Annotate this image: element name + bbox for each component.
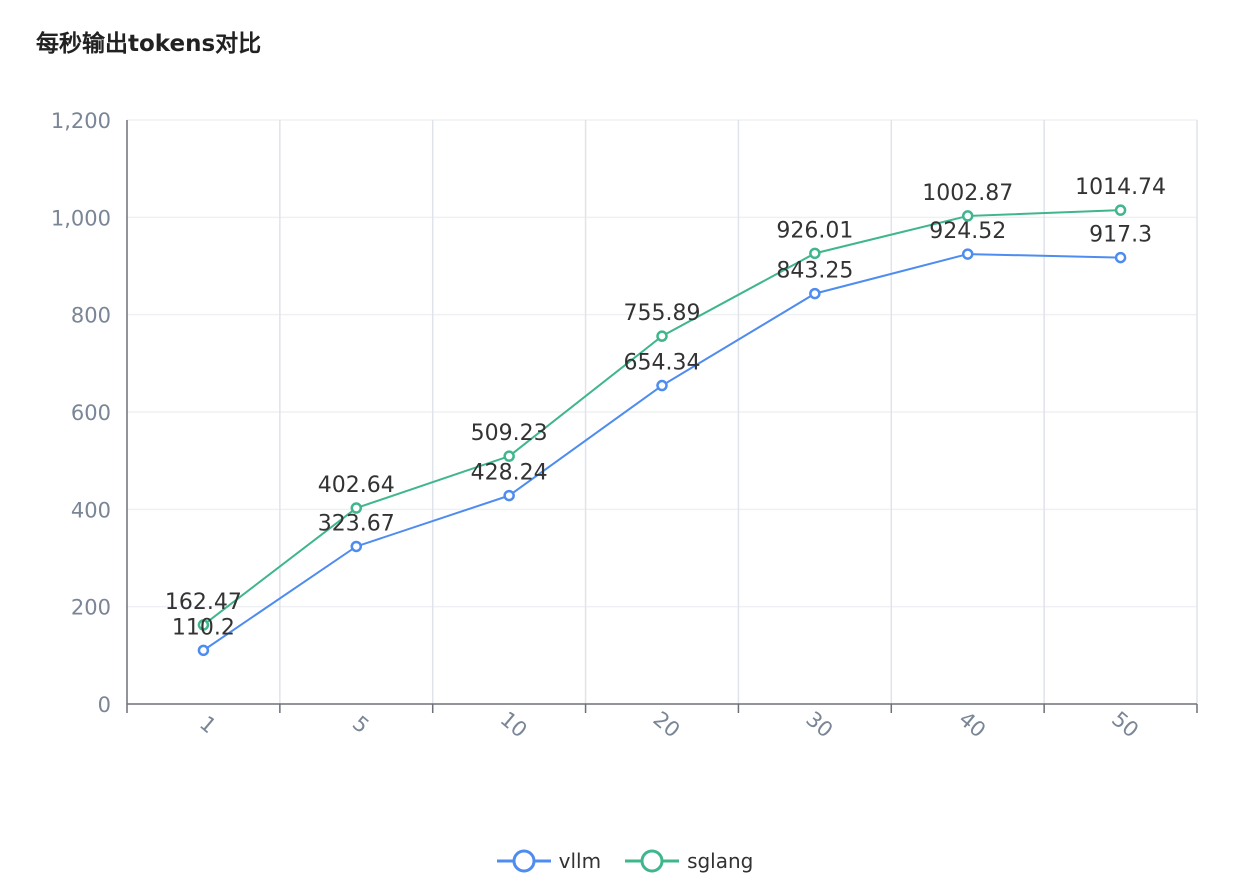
data-point-sglang [197, 619, 210, 631]
y-tick-label: 1,000 [51, 206, 111, 230]
data-point-sglang [503, 450, 515, 462]
data-label-sglang: 509.23 [471, 421, 548, 446]
legend-label-sglang: sglang [687, 849, 754, 873]
legend-item-vllm[interactable]: vllm [495, 846, 601, 876]
data-label-vllm: 654.34 [624, 351, 701, 376]
chart-title: 每秒输出tokens对比 [36, 31, 262, 57]
data-label-vllm: 924.52 [929, 219, 1006, 244]
legend-label-vllm: vllm [558, 849, 602, 873]
data-point-sglang [961, 210, 974, 222]
data-point-vllm [350, 540, 363, 553]
data-label-sglang: 755.89 [624, 301, 701, 326]
legend-sglang-icon [625, 849, 680, 873]
data-point-sglang [350, 502, 363, 514]
data-point-vllm [961, 248, 974, 260]
y-tick-label: 600 [71, 401, 111, 425]
data-label-vllm: 110.2 [172, 615, 235, 640]
x-tick-label: 50 [1107, 707, 1143, 743]
data-label-sglang: 1002.87 [922, 181, 1013, 206]
data-point-vllm [197, 644, 210, 657]
x-tick-label: 20 [649, 707, 685, 743]
line-chart: 0 200 400 600 800 1,000 1,200 1 5 10 20 30 40 50 110.… [51, 109, 1198, 743]
data-labels: 110.2 323.67 428.24 654.34 843.25 924.52 917.3… [165, 175, 1166, 640]
data-label-sglang: 162.47 [165, 590, 242, 615]
data-point-sglang [809, 247, 821, 260]
x-tick-label: 40 [954, 707, 990, 743]
data-point-vllm [809, 287, 821, 300]
x-tick-label: 30 [801, 707, 837, 743]
grid-lines [127, 119, 1198, 704]
data-label-vllm: 428.24 [471, 461, 548, 486]
data-label-vllm: 843.25 [776, 259, 853, 284]
y-tick-label: 0 [98, 693, 111, 717]
data-label-sglang: 926.01 [776, 218, 853, 243]
y-tick-label: 400 [71, 498, 111, 522]
legend-item-sglang[interactable]: sglang [623, 846, 753, 876]
x-tick-label: 5 [348, 711, 374, 738]
axes: 0 200 400 600 800 1,000 1,200 1 5 10 20 30 40 50 [51, 109, 1198, 743]
x-tick-label: 10 [496, 707, 532, 743]
y-tick-label: 800 [71, 304, 111, 328]
y-tick-label: 200 [71, 596, 111, 620]
legend: vllm sglang [0, 846, 1248, 876]
data-point-vllm [503, 489, 515, 502]
series-line-sglang [202, 209, 1121, 626]
data-label-vllm: 323.67 [318, 511, 395, 536]
data-label-sglang: 402.64 [318, 473, 395, 498]
y-tick-label: 1,200 [51, 109, 111, 133]
data-label-sglang: 1014.74 [1075, 175, 1166, 200]
x-tick-label: 1 [195, 711, 221, 738]
data-label-vllm: 917.3 [1089, 223, 1152, 248]
data-point-vllm [1114, 251, 1127, 264]
series-lines [197, 204, 1127, 657]
data-point-vllm [656, 379, 668, 392]
data-point-sglang [656, 330, 668, 342]
legend-vllm-icon [496, 849, 551, 873]
data-point-sglang [1114, 204, 1127, 216]
